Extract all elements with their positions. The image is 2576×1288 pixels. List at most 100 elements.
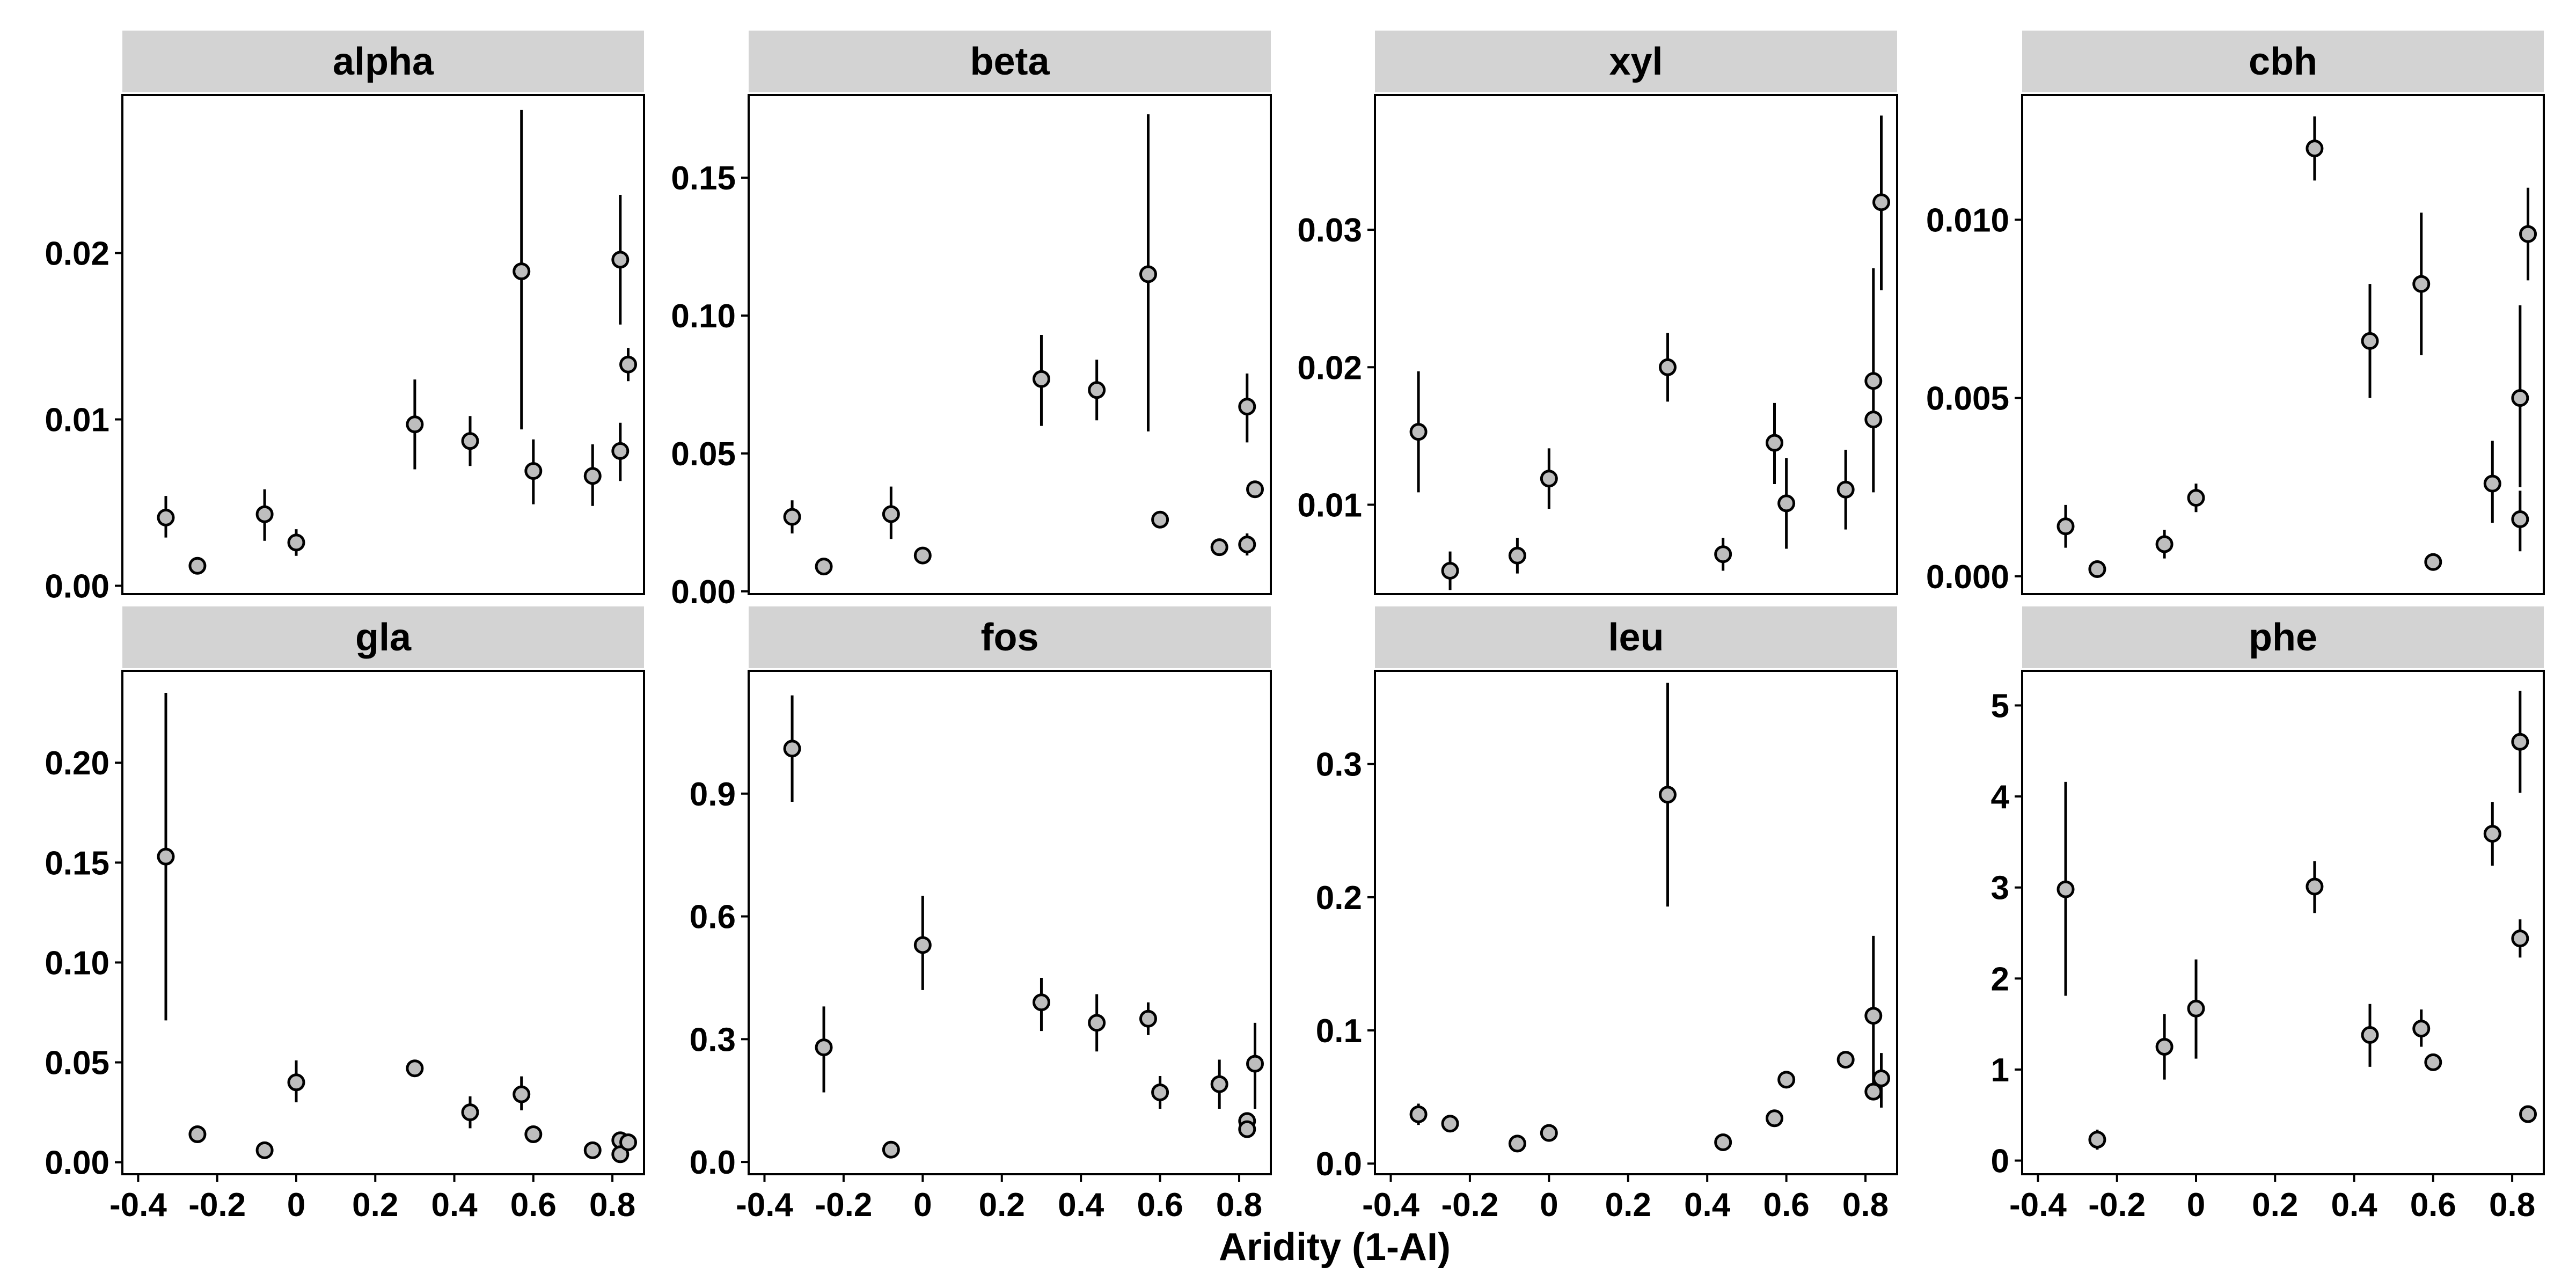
y-tick-label: 0.02 [45,236,109,273]
x-tick-label: 0 [287,1187,305,1224]
data-point [1714,1133,1732,1151]
x-tick-label: 0 [1540,1187,1558,1224]
x-tick-label: 0.6 [2410,1187,2456,1224]
data-point [287,1073,305,1092]
strip-title: xyl [1609,40,1663,83]
strip-background [122,606,644,668]
data-point [1441,561,1459,580]
data-point [461,1103,479,1122]
y-tick-label: 0 [1991,1143,2009,1180]
y-tick-label: 4 [1991,779,2010,816]
y-tick-label: 0.00 [671,574,736,611]
data-point [1441,1115,1459,1133]
data-point [1540,470,1558,488]
strip-background [749,31,1271,92]
data-point [287,533,305,552]
data-point [513,262,531,281]
data-point [1714,545,1732,564]
data-point [1508,1135,1526,1153]
x-tick-label: 0.6 [510,1187,557,1224]
data-point [406,1059,424,1078]
data-point [882,1140,900,1159]
x-tick-label: 0.2 [979,1187,1025,1224]
panel-cbh: cbh 0.000 0.005 0.010 [1926,31,2545,596]
panels: alpha0.000.010.02beta0.000.050.100.15xyl… [45,31,2545,1224]
x-tick-label: 0.4 [1058,1187,1104,1224]
data-point [1658,358,1677,376]
data-point [583,467,602,485]
x-tick-label: -0.4 [1362,1187,1419,1224]
data-point [611,251,630,269]
x-axis-title: Aridity (1-AI) [1219,1226,1451,1269]
y-tick-label: 2 [1991,961,2009,998]
data-point [1658,786,1677,804]
data-point [1409,1105,1428,1123]
data-point [1864,411,1883,429]
y-tick-label: 0.0 [1316,1146,1362,1183]
panel-border [748,94,1272,595]
data-point [255,505,274,523]
x-tick-label: 0.8 [1216,1187,1262,1224]
data-point [619,355,638,374]
data-point [2424,1053,2442,1071]
data-point [1872,193,1891,211]
data-point [188,1125,207,1144]
y-tick-label: 0.00 [45,568,109,605]
x-tick-label: -0.4 [736,1187,793,1224]
data-point [1238,536,1256,554]
y-tick-label: 0.01 [1297,487,1362,524]
panel-border [1374,94,1898,595]
y-tick-label: 0.15 [671,160,736,197]
y-tick-label: 0.05 [45,1045,109,1082]
data-point [513,1085,531,1103]
y-tick-label: 0.02 [1297,349,1362,386]
data-point [157,508,175,526]
y-tick-label: 0.9 [690,776,736,813]
x-tick-label: 0.2 [2252,1187,2298,1224]
y-tick-label: 0.10 [671,298,736,335]
strip-title: cbh [2249,40,2317,83]
data-point [2306,140,2324,158]
strip-background [2022,606,2544,668]
data-point [1777,1071,1796,1089]
data-point [524,1125,543,1144]
strip-title: leu [1608,616,1664,659]
x-tick-label: -0.2 [815,1187,872,1224]
y-tick-label: 0.6 [690,899,736,936]
data-point [1409,423,1428,441]
data-point [583,1141,602,1159]
strip-background [749,606,1271,668]
data-point [2057,517,2075,536]
data-point [913,936,932,954]
data-point [2519,225,2537,243]
y-tick-label: 0.00 [45,1145,109,1182]
data-point [882,505,900,523]
data-point [2519,1105,2537,1123]
data-point [783,740,801,758]
x-tick-label: -0.2 [188,1187,246,1224]
data-point [2511,510,2529,528]
y-tick-label: 0.01 [45,402,109,439]
data-point [1088,381,1106,399]
x-tick-label: 0.6 [1137,1187,1183,1224]
y-tick-label: 1 [1991,1052,2009,1089]
data-point [1151,510,1169,529]
data-point [2511,930,2529,948]
panel-alpha: alpha 0.00 0.01 0.02 [45,31,645,605]
panel-border [121,94,645,595]
y-tick-label: 0.000 [1926,559,2009,596]
x-tick-label: -0.2 [2088,1187,2146,1224]
strip-background [122,31,644,92]
data-point [1151,1083,1169,1101]
data-point [611,1145,630,1163]
data-point [783,508,801,526]
data-point [2511,733,2529,751]
data-point [1032,370,1050,388]
data-point [157,847,175,866]
data-point [1246,1055,1264,1073]
x-tick-label: -0.4 [2009,1187,2067,1224]
y-tick-label: 0.2 [1316,880,1362,917]
data-point [1508,546,1526,565]
x-tick-label: 0.8 [1842,1187,1889,1224]
